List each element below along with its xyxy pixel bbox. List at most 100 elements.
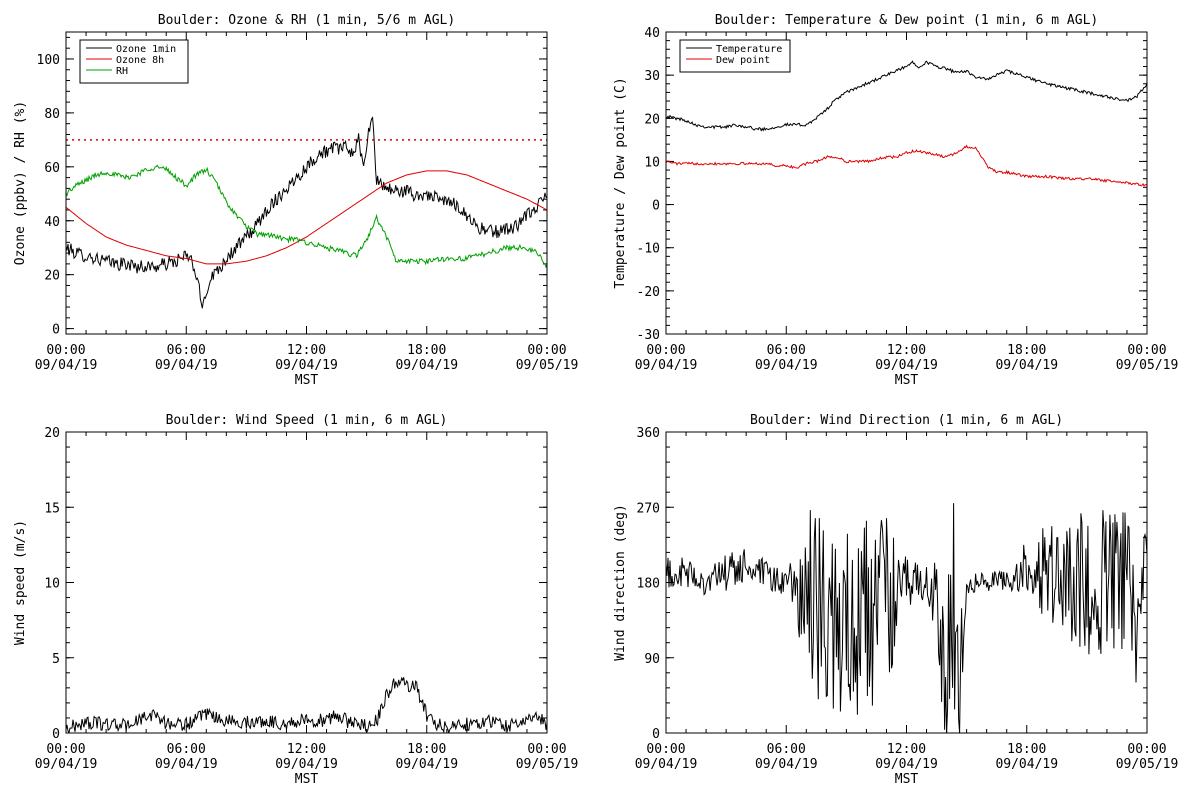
y-axis-label: Wind direction (deg)	[613, 504, 628, 661]
x-tick-label-time: 00:00	[1127, 343, 1166, 358]
chart-panel-1: Boulder: Ozone & RH (1 min, 5/6 m AGL) Oz…	[13, 13, 578, 388]
series-line	[666, 503, 1147, 733]
legend-label: Ozone 8h	[116, 55, 164, 66]
x-tick-label-date: 09/04/19	[995, 757, 1058, 772]
legend-label: Temperature	[716, 44, 782, 55]
plot-frame	[665, 431, 1148, 734]
series-line	[66, 676, 547, 733]
x-axis-label: MST	[295, 772, 319, 787]
y-axis-label: Ozone (ppbv) / RH (%)	[13, 101, 28, 265]
y-tick-label: -20	[637, 285, 660, 300]
x-tick-label-date: 09/04/19	[275, 358, 338, 373]
y-tick-label: 15	[44, 501, 60, 516]
chart-title: Boulder: Temperature & Dew point (1 min,…	[715, 13, 1099, 28]
x-tick-label-date: 09/04/19	[875, 358, 938, 373]
chart-panel-2: Boulder: Temperature & Dew point (1 min,…	[613, 13, 1178, 388]
x-tick-label-time: 06:00	[767, 742, 806, 757]
x-tick-label-date: 09/04/19	[35, 757, 98, 772]
plot-frame	[65, 31, 548, 335]
legend-box	[679, 39, 791, 73]
series-line-ozone-1min	[66, 116, 547, 309]
x-tick-label-date: 09/04/19	[875, 757, 938, 772]
series-line-ozone-8h	[66, 170, 547, 265]
chart-panel-3: Boulder: Wind Speed (1 min, 6 m AGL) Wind…	[13, 413, 578, 787]
x-tick-label-date: 09/04/19	[995, 358, 1058, 373]
plot-frame	[65, 431, 548, 734]
y-tick-label: 0	[652, 199, 660, 214]
y-tick-label: 180	[637, 577, 660, 592]
y-tick-label: 0	[652, 727, 660, 742]
chart-panel-4: Boulder: Wind Direction (1 min, 6 m AGL)…	[613, 413, 1178, 787]
x-tick-label-time: 00:00	[527, 343, 566, 358]
x-tick-label-time: 00:00	[46, 742, 85, 757]
x-tick-label-time: 12:00	[887, 742, 926, 757]
y-axis-label: Temperature / Dew point (C)	[613, 77, 628, 288]
x-tick-label-date: 09/04/19	[395, 358, 458, 373]
x-tick-label-time: 00:00	[646, 742, 685, 757]
x-tick-label-date: 09/04/19	[275, 757, 338, 772]
y-tick-label: 5	[52, 652, 60, 667]
x-axis-label: MST	[895, 373, 919, 388]
y-tick-label: 360	[637, 426, 660, 441]
plot-frame	[665, 31, 1148, 335]
x-axis-label: MST	[895, 772, 919, 787]
chart-title: Boulder: Wind Direction (1 min, 6 m AGL)	[750, 413, 1063, 428]
x-tick-label-date: 09/04/19	[155, 358, 218, 373]
y-tick-label: 40	[44, 215, 60, 230]
x-tick-label-time: 06:00	[167, 343, 206, 358]
x-tick-label-time: 00:00	[646, 343, 685, 358]
x-tick-label-time: 00:00	[1127, 742, 1166, 757]
x-tick-label-time: 06:00	[167, 742, 206, 757]
x-tick-label-time: 00:00	[46, 343, 85, 358]
legend-box	[79, 39, 189, 84]
y-tick-label: 80	[44, 107, 60, 122]
x-tick-label-time: 18:00	[407, 742, 446, 757]
y-tick-label: 100	[37, 53, 60, 68]
x-tick-label-time: 00:00	[527, 742, 566, 757]
legend-label: Dew point	[716, 55, 770, 66]
legend-label: Ozone 1min	[116, 44, 176, 55]
x-tick-label-date: 09/04/19	[755, 358, 818, 373]
chart-title: Boulder: Ozone & RH (1 min, 5/6 m AGL)	[158, 13, 455, 28]
chart-title: Boulder: Wind Speed (1 min, 6 m AGL)	[166, 413, 448, 428]
y-tick-label: 60	[44, 161, 60, 176]
x-tick-label-time: 18:00	[1007, 343, 1046, 358]
y-tick-label: 40	[644, 26, 660, 41]
y-tick-label: 270	[637, 501, 660, 516]
y-tick-label: 10	[644, 155, 660, 170]
y-tick-label: -30	[637, 328, 660, 343]
x-tick-label-date: 09/04/19	[635, 757, 698, 772]
y-tick-label: 20	[44, 426, 60, 441]
x-tick-label-time: 12:00	[287, 343, 326, 358]
x-tick-label-time: 18:00	[1007, 742, 1046, 757]
x-tick-label-time: 18:00	[407, 343, 446, 358]
x-tick-label-date: 09/05/19	[1116, 358, 1179, 373]
y-tick-label: -10	[637, 242, 660, 257]
legend-label: RH	[116, 66, 128, 77]
y-tick-label: 30	[644, 69, 660, 84]
x-tick-label-date: 09/04/19	[35, 358, 98, 373]
x-tick-label-date: 09/04/19	[755, 757, 818, 772]
series-line-dew-point	[666, 144, 1147, 187]
x-tick-label-time: 06:00	[767, 343, 806, 358]
y-tick-label: 20	[644, 112, 660, 127]
y-tick-label: 20	[44, 269, 60, 284]
y-tick-label: 0	[52, 727, 60, 742]
series-line-rh	[66, 164, 547, 269]
x-tick-label-date: 09/05/19	[1116, 757, 1179, 772]
x-axis-label: MST	[295, 373, 319, 388]
x-tick-label-date: 09/04/19	[395, 757, 458, 772]
x-tick-label-date: 09/04/19	[635, 358, 698, 373]
x-tick-label-date: 09/04/19	[155, 757, 218, 772]
x-tick-label-date: 09/05/19	[516, 358, 579, 373]
x-tick-label-date: 09/05/19	[516, 757, 579, 772]
y-tick-label: 0	[52, 323, 60, 338]
series-line-temperature	[666, 60, 1147, 132]
y-tick-label: 10	[44, 577, 60, 592]
y-tick-label: 90	[644, 652, 660, 667]
y-axis-label: Wind speed (m/s)	[13, 520, 28, 645]
x-tick-label-time: 12:00	[287, 742, 326, 757]
